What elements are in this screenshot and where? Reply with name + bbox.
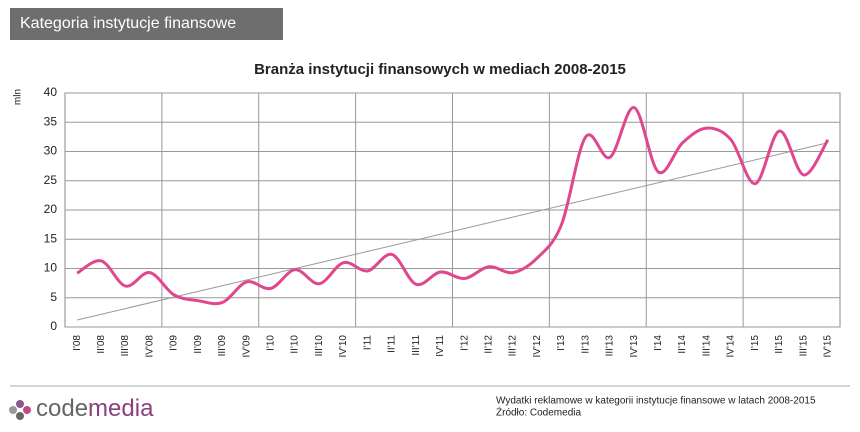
logo-icon bbox=[9, 400, 31, 420]
x-tick-label: I'14 bbox=[653, 335, 664, 351]
y-tick-label: 20 bbox=[44, 202, 58, 216]
x-tick-label: I'11 bbox=[362, 335, 373, 351]
logo-media: media bbox=[88, 395, 154, 422]
x-tick-label: I'12 bbox=[459, 335, 470, 351]
y-tick-label: 10 bbox=[44, 261, 58, 275]
logo-code: code bbox=[36, 395, 88, 422]
x-tick-label: II'08 bbox=[96, 335, 107, 354]
x-tick-label: IV'08 bbox=[144, 335, 155, 358]
x-tick-label: III'13 bbox=[605, 335, 616, 357]
y-tick-label: 0 bbox=[50, 319, 57, 333]
x-tick-label: I'08 bbox=[72, 335, 83, 351]
logo: codemedia bbox=[36, 395, 154, 422]
series-line bbox=[76, 106, 830, 306]
x-tick-label: I'15 bbox=[750, 335, 761, 351]
x-tick-label: II'13 bbox=[580, 335, 591, 354]
x-tick-label: IV'10 bbox=[338, 335, 349, 358]
x-tick-label: III'15 bbox=[798, 335, 809, 357]
x-tick-label: I'13 bbox=[556, 335, 567, 351]
x-tick-label: II'15 bbox=[774, 335, 785, 354]
x-tick-label: II'14 bbox=[677, 335, 688, 354]
chart-title: Branża instytucji finansowych w mediach … bbox=[254, 61, 626, 78]
y-tick-label: 25 bbox=[44, 173, 58, 187]
y-tick-label: 30 bbox=[44, 144, 58, 158]
x-tick-label: III'09 bbox=[217, 335, 228, 357]
x-tick-label: II'12 bbox=[483, 335, 494, 354]
y-tick-label: 5 bbox=[50, 290, 57, 304]
x-tick-label: III'12 bbox=[508, 335, 519, 357]
x-tick-label: IV'11 bbox=[435, 335, 446, 357]
x-tick-label: I'10 bbox=[266, 335, 277, 351]
header-box bbox=[10, 8, 283, 40]
x-tick-label: III'11 bbox=[411, 335, 422, 356]
y-tick-label: 40 bbox=[44, 85, 58, 99]
x-tick-label: II'09 bbox=[193, 335, 204, 354]
x-tick-label: IV'15 bbox=[823, 335, 834, 358]
x-tick-label: IV'14 bbox=[726, 335, 737, 358]
x-tick-label: IV'13 bbox=[629, 335, 640, 358]
trend-line bbox=[76, 142, 829, 321]
x-tick-label: II'11 bbox=[387, 335, 398, 353]
x-tick-label: IV'12 bbox=[532, 335, 543, 358]
x-tick-label: III'14 bbox=[701, 335, 712, 357]
y-axis-label: mln bbox=[13, 89, 24, 105]
x-tick-label: III'10 bbox=[314, 335, 325, 357]
x-tick-label: IV'09 bbox=[241, 335, 252, 358]
header-title: Kategoria instytucje finansowe bbox=[20, 15, 236, 32]
footer-note: Wydatki reklamowe w kategorii instytucje… bbox=[496, 396, 816, 407]
y-tick-label: 35 bbox=[44, 114, 58, 128]
y-tick-label: 15 bbox=[44, 231, 58, 245]
x-tick-label: III'08 bbox=[120, 335, 131, 357]
x-tick-label: II'10 bbox=[290, 335, 301, 354]
x-tick-label: I'09 bbox=[169, 335, 180, 351]
footer-source: Źródło: Codemedia bbox=[496, 406, 581, 419]
